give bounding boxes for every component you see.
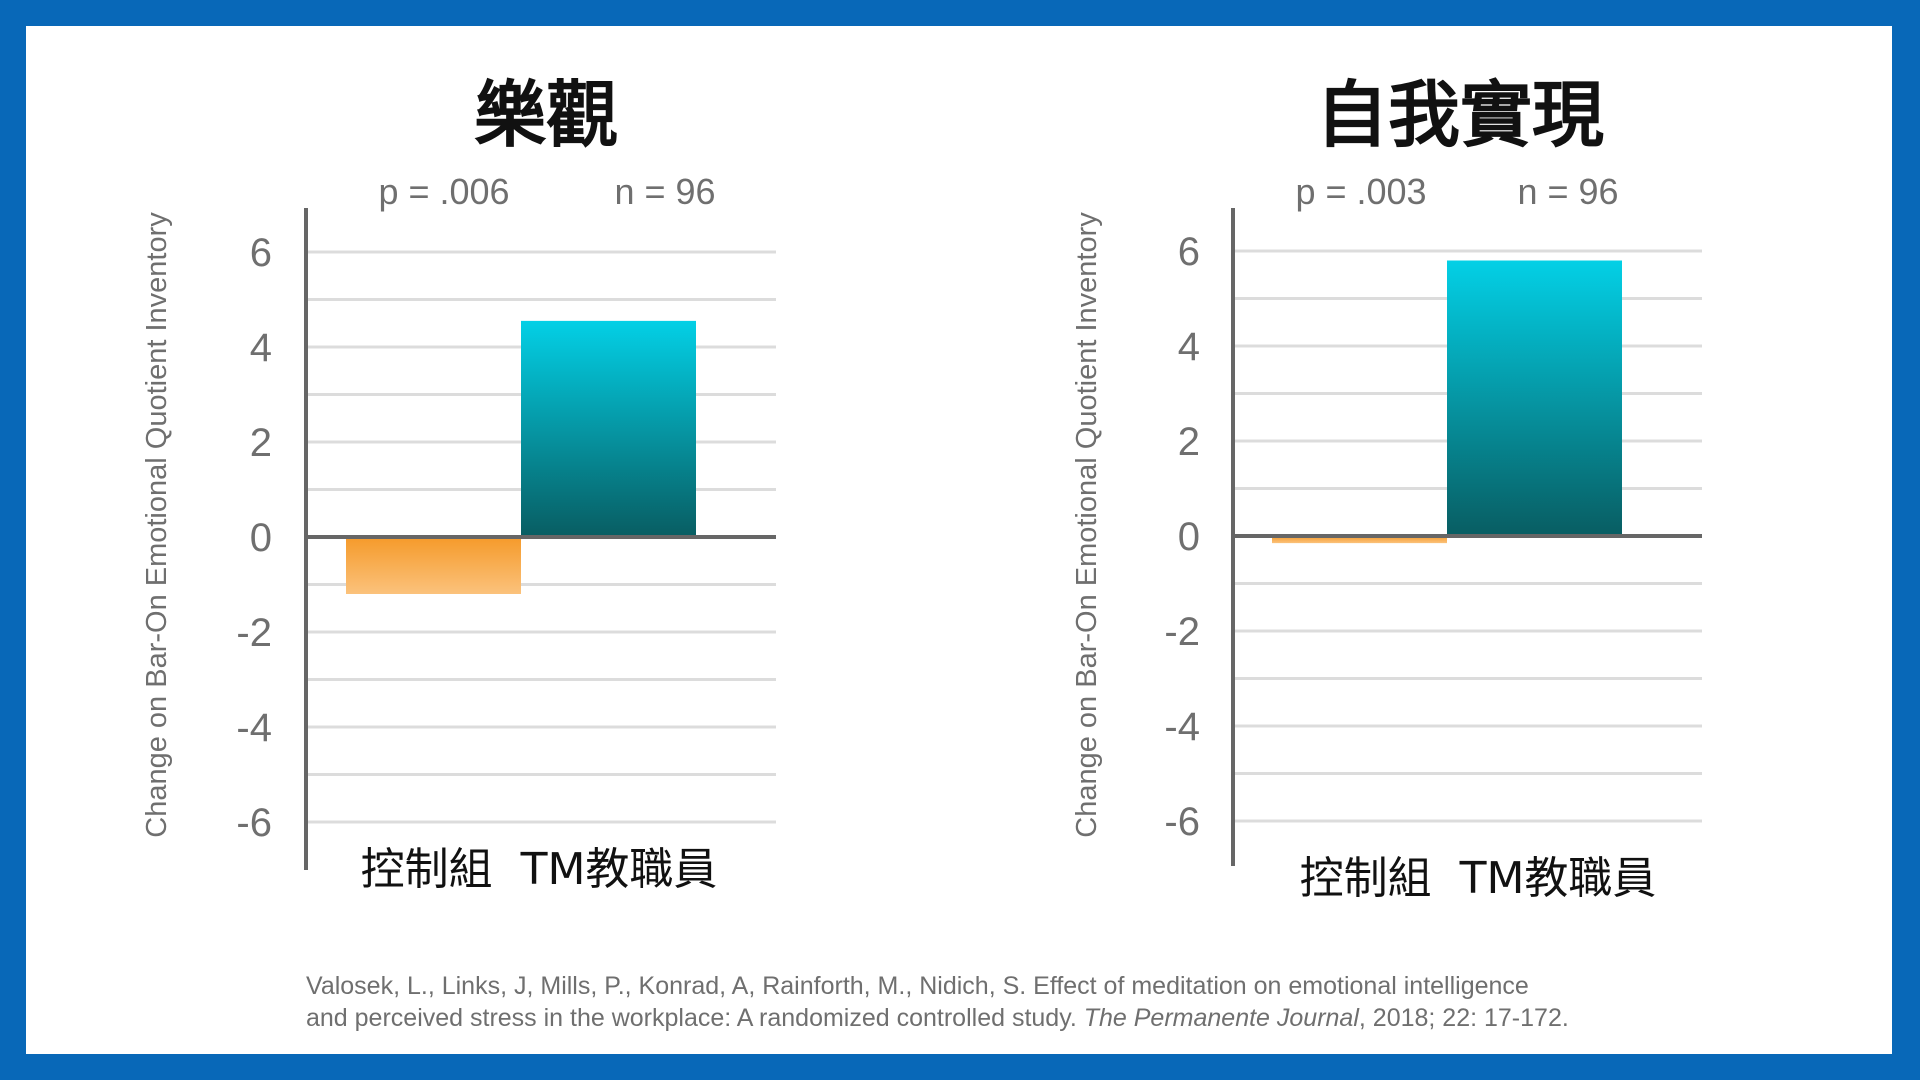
bars [1272, 260, 1622, 544]
y-tick-label: 0 [1178, 515, 1200, 559]
y-axis-label: Change on Bar-On Emotional Quotient Inve… [141, 212, 173, 838]
chart-title: 自我實現 [1316, 73, 1604, 157]
bar-tm-staff [521, 320, 696, 537]
slide-frame [26, 26, 1892, 1054]
p-value-label: p = .006 [378, 171, 509, 212]
y-tick-label: 0 [250, 516, 272, 560]
y-tick-label: -4 [1164, 705, 1200, 749]
p-value-label: p = .003 [1295, 171, 1426, 212]
y-ticks: 6 4 2 0 -2 -4 -6 [1164, 230, 1200, 844]
bars [346, 320, 696, 594]
citation-line-2-prefix: and perceived stress in the workplace: A… [306, 1004, 1084, 1032]
n-value-label: n = 96 [614, 171, 715, 212]
y-tick-label: -6 [1164, 800, 1200, 844]
category-labels: 控制組 TM教職員 [361, 844, 718, 895]
y-axis-label: Change on Bar-On Emotional Quotient Inve… [1071, 212, 1103, 838]
bar-control [346, 537, 521, 594]
bar-control [1272, 536, 1447, 544]
y-tick-label: 2 [250, 421, 272, 465]
chart-optimism: 樂觀 p = .006 n = 96 Change on Bar-On Emot… [141, 73, 776, 895]
y-ticks: 6 4 2 0 -2 -4 -6 [236, 231, 272, 845]
chart-title: 樂觀 [474, 73, 618, 157]
y-tick-label: 4 [250, 326, 272, 370]
y-tick-label: 2 [1178, 420, 1200, 464]
y-tick-label: 6 [1178, 230, 1200, 274]
y-tick-label: 4 [1178, 325, 1200, 369]
citation-line-2: and perceived stress in the workplace: A… [306, 1002, 1866, 1034]
citation-line-1: Valosek, L., Links, J, Mills, P., Konrad… [306, 972, 1529, 1000]
category-labels: 控制組 TM教職員 [1300, 853, 1657, 904]
y-tick-label: -2 [236, 611, 272, 655]
y-tick-label: -4 [236, 706, 272, 750]
citation-line-2-suffix: , 2018; 22: 17-172. [1358, 1004, 1569, 1032]
y-tick-label: 6 [250, 231, 272, 275]
citation: Valosek, L., Links, J, Mills, P., Konrad… [306, 970, 1866, 1034]
chart-self-actualization: 自我實現 p = .003 n = 96 Change on Bar-On Em… [1071, 73, 1702, 904]
y-tick-label: -2 [1164, 610, 1200, 654]
n-value-label: n = 96 [1517, 171, 1618, 212]
citation-journal: The Permanente Journal [1083, 1004, 1359, 1032]
y-tick-label: -6 [236, 801, 272, 845]
bar-tm-staff [1447, 260, 1622, 536]
